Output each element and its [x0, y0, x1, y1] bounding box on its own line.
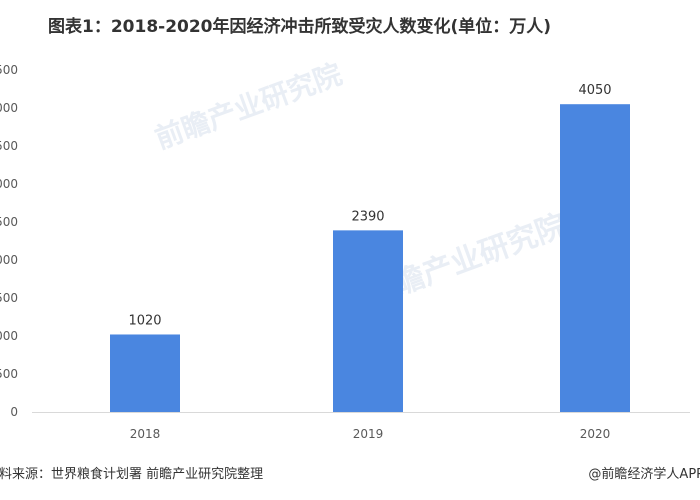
x-tick-label: 2020 — [580, 427, 611, 441]
data-label: 4050 — [578, 83, 611, 98]
y-tick-label: 2000 — [0, 253, 18, 267]
x-tick-label: 2018 — [130, 427, 161, 441]
x-tick-label: 2019 — [353, 427, 384, 441]
bars: 1020 2390 4050 — [110, 83, 630, 412]
source-note: 资料来源：世界粮食计划署 前瞻产业研究院整理 — [0, 467, 264, 482]
data-label: 2390 — [351, 209, 384, 224]
y-tick-label: 4500 — [0, 63, 18, 77]
y-tick-label: 1500 — [0, 291, 18, 305]
bar-2020 — [560, 104, 630, 412]
bar-2019 — [333, 230, 403, 412]
chart-title: 图表1：2018-2020年因经济冲击所致受灾人数变化(单位：万人) — [48, 17, 552, 37]
y-tick-label: 3000 — [0, 177, 18, 191]
data-label: 1020 — [128, 313, 161, 328]
credit-note: @前瞻经济学人APP — [588, 467, 700, 482]
y-tick-label: 4000 — [0, 101, 18, 115]
y-tick-label: 1000 — [0, 329, 18, 343]
y-tick-label: 2500 — [0, 215, 18, 229]
y-axis: 0 500 1000 1500 2000 2500 3000 3500 4000 4500 — [0, 63, 18, 419]
bar-chart: 0 500 1000 1500 2000 2500 3000 3500 4000 4500 102… — [0, 63, 690, 441]
y-tick-label: 3500 — [0, 139, 18, 153]
bar-2018 — [110, 334, 180, 412]
x-axis: 2018 2019 2020 — [130, 427, 611, 441]
y-tick-label: 0 — [10, 405, 18, 419]
y-tick-label: 500 — [0, 367, 18, 381]
